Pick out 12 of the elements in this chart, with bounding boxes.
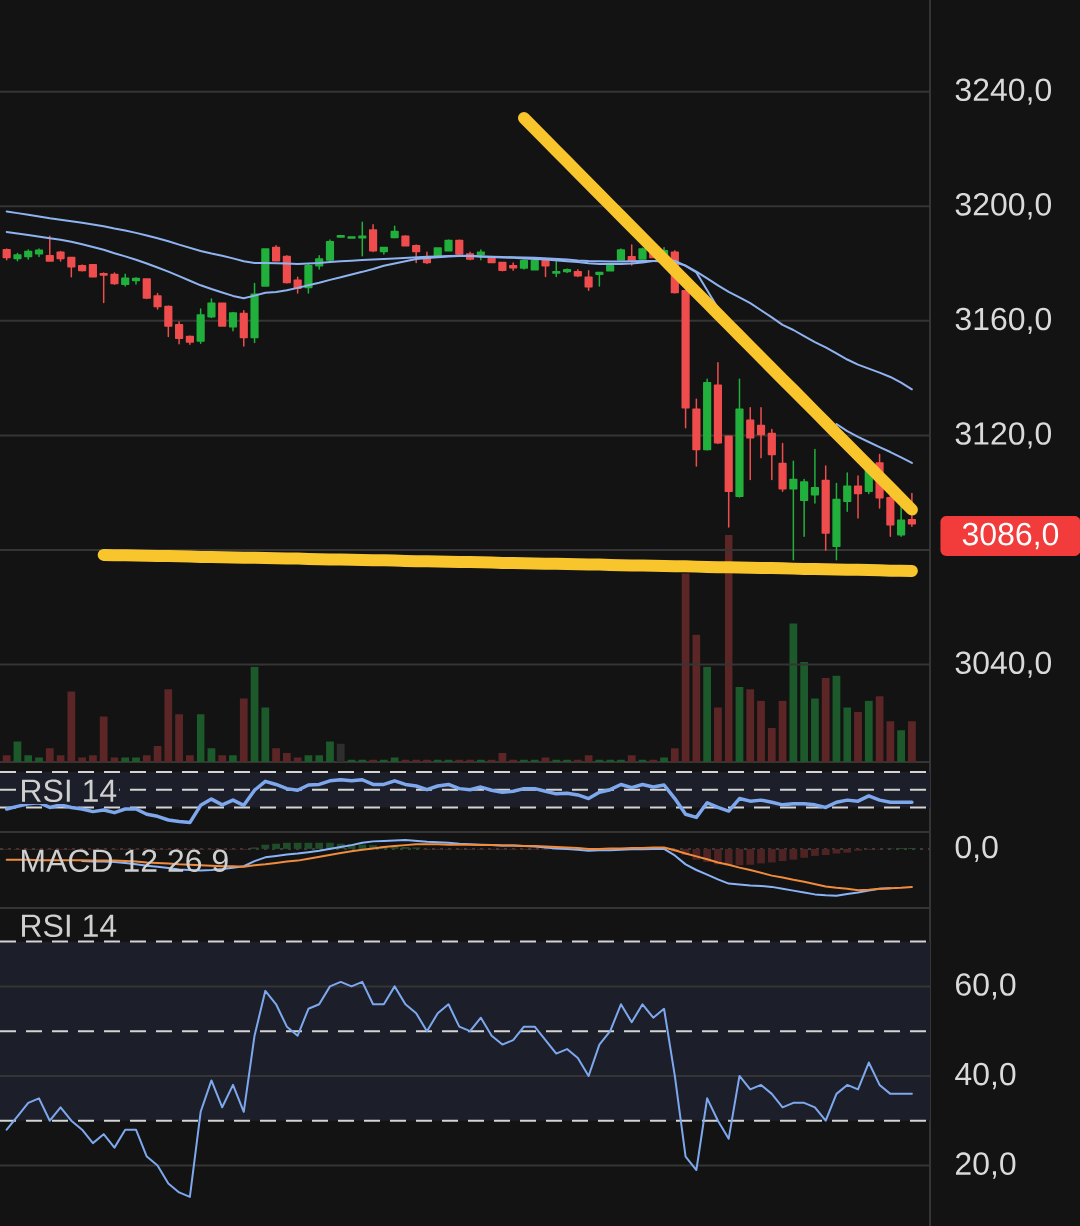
y-tick-label: 60,0 — [956, 973, 1016, 1000]
y-tick-label: 3160,0 — [955, 307, 1051, 335]
y-tick-label: 3040,0 — [955, 651, 1051, 678]
chart-title: RSI 14 — [22, 914, 117, 938]
y-tick-label: 3120,0 — [955, 422, 1051, 449]
text: 3086,0 — [962, 522, 1059, 550]
ref-line-label: 0,0 — [955, 835, 998, 863]
y-tick-label: 3200,0 — [955, 193, 1051, 220]
y-tick-label: 3240,0 — [955, 78, 1051, 105]
y-tick-label: 40,0 — [955, 1062, 1016, 1090]
y-tick-label: 20,0 — [956, 1152, 1016, 1179]
chart-title: RSI 14 — [22, 779, 117, 803]
